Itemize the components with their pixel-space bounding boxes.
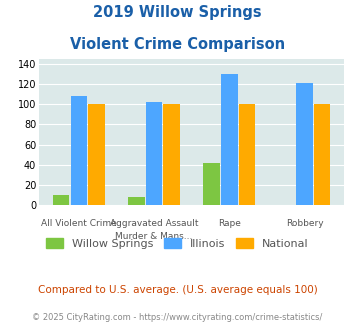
Bar <box>146 102 162 205</box>
Text: Violent Crime Comparison: Violent Crime Comparison <box>70 37 285 52</box>
Bar <box>71 96 87 205</box>
Bar <box>296 83 313 205</box>
Legend: Willow Springs, Illinois, National: Willow Springs, Illinois, National <box>42 234 313 253</box>
Text: All Violent Crime: All Violent Crime <box>41 219 117 228</box>
Bar <box>221 75 237 205</box>
Text: Rape: Rape <box>218 219 241 228</box>
Text: Compared to U.S. average. (U.S. average equals 100): Compared to U.S. average. (U.S. average … <box>38 285 317 295</box>
Bar <box>164 105 180 205</box>
Text: © 2025 CityRating.com - https://www.cityrating.com/crime-statistics/: © 2025 CityRating.com - https://www.city… <box>32 314 323 322</box>
Bar <box>128 197 145 205</box>
Text: Aggravated Assault: Aggravated Assault <box>110 219 198 228</box>
Bar <box>314 105 331 205</box>
Bar <box>239 105 255 205</box>
Bar <box>88 105 105 205</box>
Text: Robbery: Robbery <box>286 219 323 228</box>
Bar <box>53 195 70 205</box>
Text: Murder & Mans...: Murder & Mans... <box>115 232 193 241</box>
Bar <box>203 163 220 205</box>
Text: 2019 Willow Springs: 2019 Willow Springs <box>93 5 262 20</box>
